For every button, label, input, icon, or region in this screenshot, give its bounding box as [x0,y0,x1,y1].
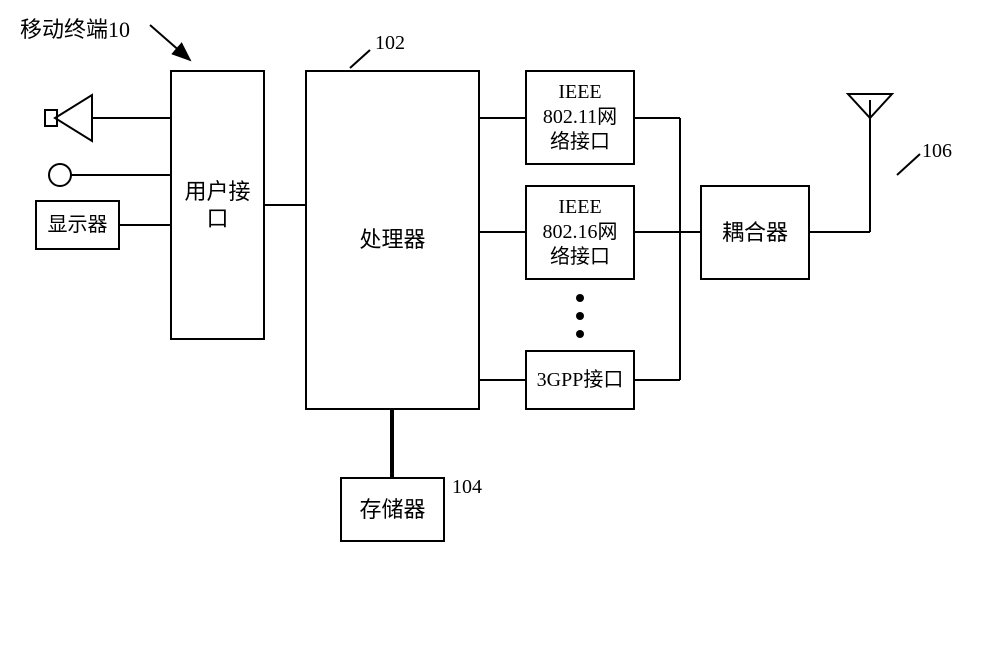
ref-102-label: 102 [375,32,405,55]
block-processor: 处理器 [305,70,480,410]
ref-104-label: 104 [452,476,482,499]
block-coupler: 耦合器 [700,185,810,280]
block-user-interface: 用户接口 [170,70,265,340]
block-ieee-80216-interface: IEEE802.16网络接口 [525,185,635,280]
ref-102-text: 102 [375,32,405,54]
block-memory: 存储器 [340,477,445,542]
diagram-lines [0,0,1000,657]
block-3gpp-interface: 3GPP接口 [525,350,635,410]
ref-106-label: 106 [922,140,952,163]
ref-104-text: 104 [452,476,482,498]
block-ieee-80211-interface: IEEE802.11网络接口 [525,70,635,165]
diagram-canvas: 移动终端10 102 104 106 显示器 用户接口 处理器 IEEE802.… [0,0,1000,657]
ref-106-text: 106 [922,140,952,162]
title-text: 移动终端10 [20,17,130,42]
block-display: 显示器 [35,200,120,250]
title-label: 移动终端10 [20,12,130,44]
